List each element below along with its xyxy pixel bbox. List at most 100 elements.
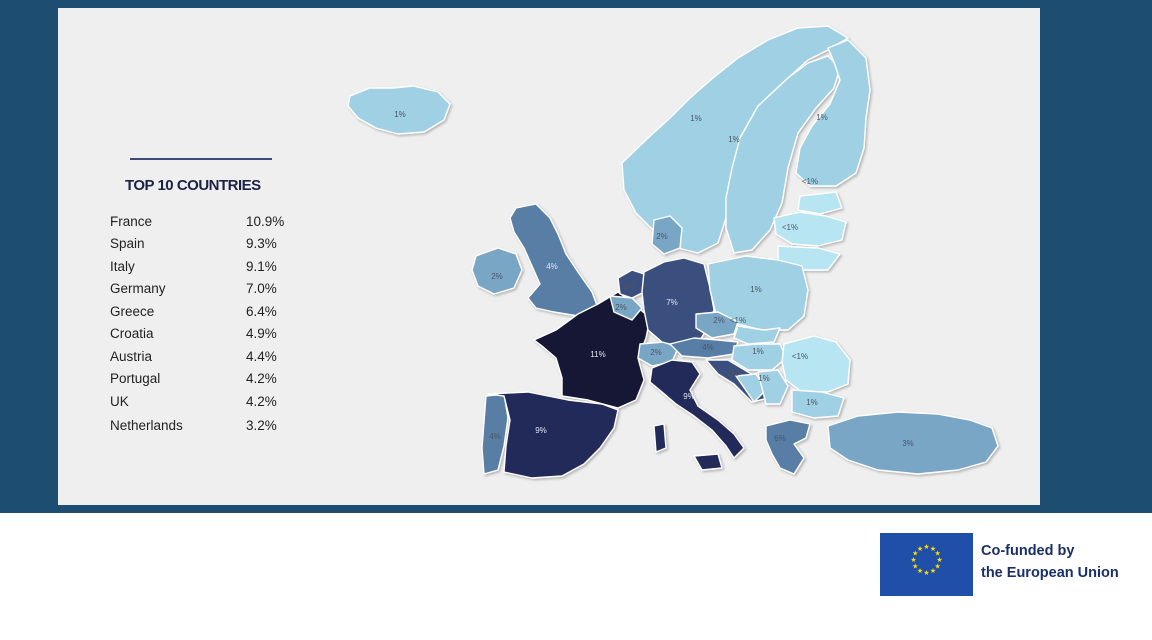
cofunded-line-2: the European Union (981, 565, 1119, 581)
label-spain: 9% (535, 426, 547, 435)
label-estonia: <1% (802, 177, 818, 186)
country-italy (649, 359, 745, 459)
country-name: Croatia (110, 326, 154, 341)
legend-row: Germany 7.0% (110, 281, 310, 299)
svg-text:★: ★ (936, 556, 942, 564)
legend-row: Spain 9.3% (110, 236, 310, 254)
country-share: 3.2% (246, 418, 277, 433)
country-spain (487, 391, 619, 479)
label-poland: 1% (750, 285, 762, 294)
country-france (533, 291, 651, 409)
country-share: 7.0% (246, 281, 277, 296)
label-iceland: 1% (394, 110, 406, 119)
slide-panel: 1% 1% 1% 1% <1% <1% 2% 2% 4% 3% 2% 7% 1%… (58, 8, 1040, 505)
legend-row: Austria 4.4% (110, 349, 310, 367)
label-netherlands: 3% (623, 283, 635, 292)
country-belgium (609, 295, 643, 321)
country-share: 9.1% (246, 259, 277, 274)
svg-text:★: ★ (923, 569, 929, 577)
label-belgium: 2% (615, 303, 627, 312)
country-name: Italy (110, 259, 135, 274)
country-share: 4.2% (246, 394, 277, 409)
country-sicily (693, 453, 723, 471)
country-name: UK (110, 394, 129, 409)
country-estonia (797, 191, 843, 215)
cofunded-line-1: Co-funded by (981, 543, 1075, 559)
label-france: 11% (590, 350, 605, 359)
country-ireland (471, 247, 523, 295)
country-greece (765, 419, 811, 475)
label-portugal: 4% (489, 432, 501, 441)
svg-text:★: ★ (912, 550, 918, 558)
eu-flag-logo: ★ ★ ★ ★ ★ ★ ★ ★ ★ ★ ★ ★ (880, 533, 973, 596)
label-uk: 4% (546, 262, 558, 271)
country-sweden (725, 55, 841, 254)
label-norway: 1% (690, 114, 702, 123)
legend-row: Portugal 4.2% (110, 371, 310, 389)
country-share: 6.4% (246, 304, 277, 319)
country-share: 4.9% (246, 326, 277, 341)
legend-row: Italy 9.1% (110, 259, 310, 277)
country-uk (509, 203, 599, 317)
country-sardinia (653, 423, 667, 453)
label-denmark: 2% (656, 232, 668, 241)
label-croatia: 4% (727, 369, 739, 378)
svg-text:★: ★ (917, 567, 923, 575)
country-slovakia (733, 325, 781, 345)
label-slovakia: <1% (730, 316, 746, 325)
label-turkey: 3% (902, 439, 914, 448)
svg-text:★: ★ (935, 550, 941, 558)
legend-row: Netherlands 3.2% (110, 418, 310, 436)
eu-cofunded-text: Co-funded by the European Union (981, 540, 1119, 584)
label-switzerland: 2% (650, 348, 662, 357)
country-czechia (695, 311, 739, 339)
legend-row: Croatia 4.9% (110, 326, 310, 344)
europe-map: 1% 1% 1% 1% <1% <1% 2% 2% 4% 3% 2% 7% 1%… (347, 25, 999, 479)
country-romania (781, 335, 851, 393)
country-share: 10.9% (246, 214, 285, 229)
country-name: Germany (110, 281, 166, 296)
label-sweden: 1% (728, 135, 740, 144)
label-serbia: 1% (758, 374, 770, 383)
legend-row: France 10.9% (110, 214, 310, 232)
country-share: 9.3% (246, 236, 277, 251)
label-ireland: 2% (491, 272, 503, 281)
label-hungary: 1% (752, 347, 764, 356)
country-name: Austria (110, 349, 153, 364)
svg-text:★: ★ (910, 556, 916, 564)
country-iceland (347, 85, 451, 135)
label-czechia: 2% (713, 316, 725, 325)
legend-divider (130, 158, 272, 160)
label-bulgaria: 1% (806, 398, 818, 407)
country-share: 4.2% (246, 371, 277, 386)
label-austria: 4% (702, 343, 714, 352)
country-turkey (827, 411, 999, 475)
label-finland: 1% (816, 113, 828, 122)
svg-text:★: ★ (923, 543, 929, 551)
svg-text:★: ★ (912, 563, 918, 571)
label-italy: 9% (683, 392, 695, 401)
eu-stars-icon: ★ ★ ★ ★ ★ ★ ★ ★ ★ ★ ★ ★ (910, 543, 942, 577)
country-finland (795, 39, 871, 187)
country-name: France (110, 214, 153, 229)
country-hungary (731, 343, 787, 371)
country-latvia (773, 211, 847, 247)
label-latvia: <1% (782, 223, 798, 232)
legend-row: Greece 6.4% (110, 304, 310, 322)
country-denmark (651, 215, 683, 255)
legend-row: UK 4.2% (110, 394, 310, 412)
country-name: Portugal (110, 371, 161, 386)
svg-text:★: ★ (930, 567, 936, 575)
country-name: Spain (110, 236, 145, 251)
country-name: Greece (110, 304, 155, 319)
country-name: Netherlands (110, 418, 183, 433)
label-romania: <1% (792, 352, 808, 361)
legend-title: TOP 10 COUNTRIES (125, 177, 261, 194)
svg-text:★: ★ (917, 545, 923, 553)
svg-text:★: ★ (930, 545, 936, 553)
country-poland (707, 255, 809, 331)
label-germany: 7% (666, 298, 678, 307)
svg-text:★: ★ (935, 563, 941, 571)
country-serbia (757, 369, 789, 405)
country-bulgaria (791, 389, 845, 419)
